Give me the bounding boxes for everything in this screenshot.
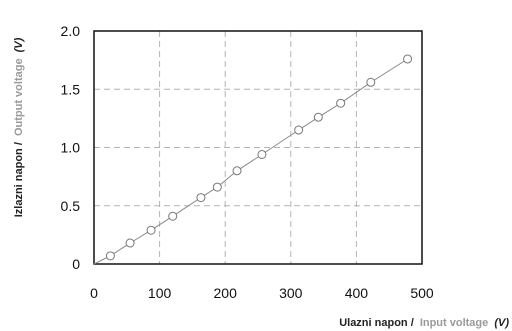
data-point [313, 112, 323, 122]
x-tick-label: 100 [148, 285, 172, 301]
data-point [105, 251, 115, 261]
data-point [146, 225, 156, 235]
y-tick-label: 2.0 [61, 23, 81, 39]
data-point [336, 98, 346, 108]
x-axis-title: Ulazni napon / Input voltage (V) [339, 317, 509, 329]
x-axis-title-main: Ulazni napon / [339, 317, 414, 329]
data-point [125, 238, 135, 248]
y-axis-title: Izlazni napon / Output voltage (V) [13, 37, 25, 217]
x-axis-title-unit: (V) [494, 317, 509, 329]
x-tick-label: 300 [279, 285, 303, 301]
y-tick-label: 0.5 [61, 198, 81, 214]
data-point [366, 77, 376, 87]
y-tick-label: 1.0 [61, 140, 81, 156]
x-axis-title-alt: Input voltage [420, 317, 488, 329]
data-point [294, 125, 304, 135]
series-line [93, 58, 408, 265]
data-layer [93, 54, 413, 265]
y-axis-title-unit: (V) [13, 37, 25, 52]
x-tick-label: 500 [410, 285, 434, 301]
data-point [212, 182, 222, 192]
data-point [403, 54, 413, 64]
y-tick-label: 0 [72, 256, 80, 272]
data-point [168, 211, 178, 221]
data-point [196, 193, 206, 203]
plot-frame [93, 30, 423, 265]
tick-layer: 0 100 200 300 400 500 0 0.5 1.0 1.5 2.0 [61, 23, 434, 301]
data-point [232, 166, 242, 176]
y-axis-title-main: Izlazni napon / [13, 142, 25, 217]
x-tick-label: 0 [90, 285, 98, 301]
data-point [257, 149, 267, 159]
x-tick-label: 400 [345, 285, 369, 301]
grid-layer [94, 31, 422, 264]
x-tick-label: 200 [214, 285, 238, 301]
y-axis-title-alt: Output voltage [13, 58, 25, 136]
y-tick-label: 1.5 [61, 81, 81, 97]
